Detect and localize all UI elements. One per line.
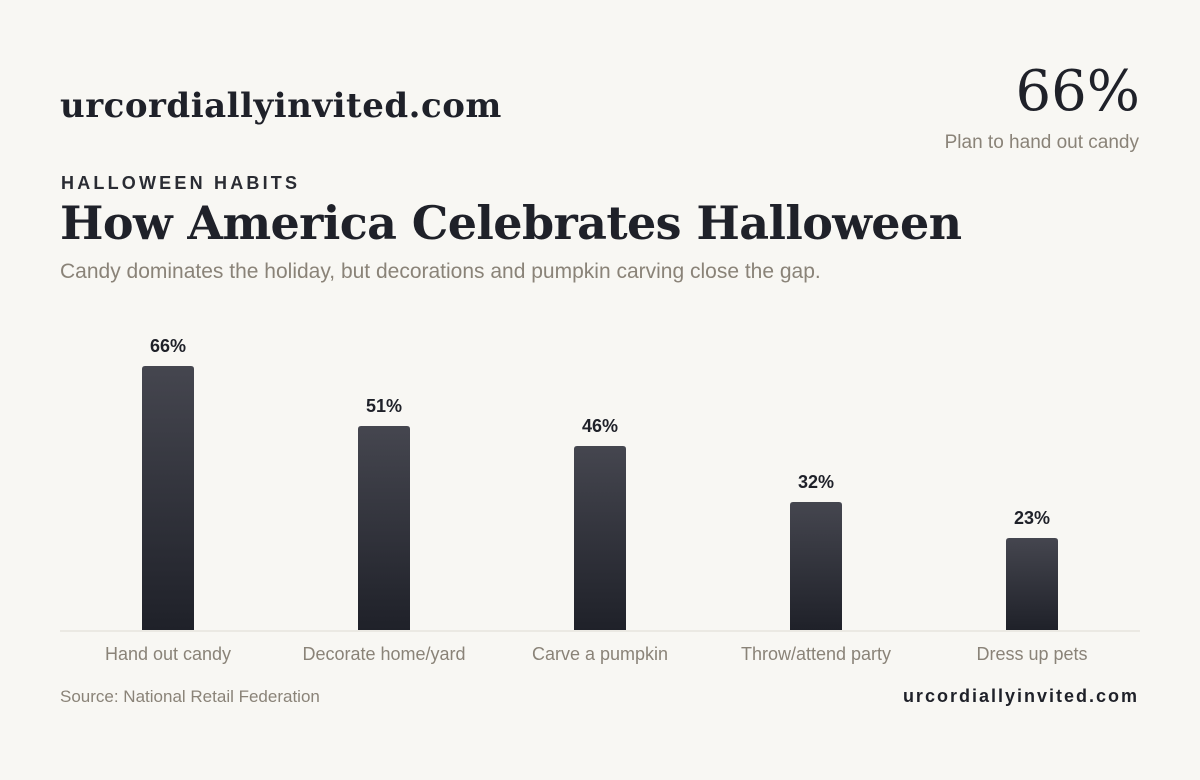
brand-logo: urcordiallyinvited.com [60,86,502,126]
bar [574,446,626,630]
category-label: Decorate home/yard [302,644,465,664]
bar [1006,538,1058,630]
category-label: Hand out candy [105,644,231,664]
bar [358,426,410,630]
bar-value-label: 51% [366,396,402,416]
source-note: Source: National Retail Federation [60,687,320,706]
footer-brand: urcordiallyinvited.com [902,686,1139,706]
bar-value-label: 32% [798,472,834,492]
bar [790,502,842,630]
section-eyebrow: HALLOWEEN HABITS [61,173,301,193]
chart-title: How America Celebrates Halloween [60,196,962,250]
kpi-label: Plan to hand out candy [944,132,1139,153]
bar-value-label: 46% [582,416,618,436]
bar-value-label: 66% [150,336,186,356]
category-label: Dress up pets [976,644,1087,664]
category-label: Throw/attend party [741,644,891,664]
kpi-value: 66% [1015,59,1140,124]
chart-subtitle: Candy dominates the holiday, but decorat… [60,260,821,283]
bar-value-label: 23% [1014,508,1050,528]
category-label: Carve a pumpkin [532,644,668,664]
bar [142,366,194,630]
